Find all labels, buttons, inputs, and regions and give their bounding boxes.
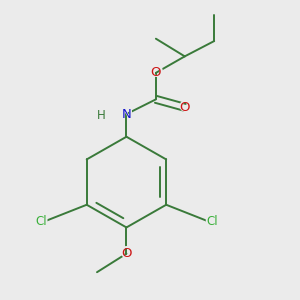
Text: Cl: Cl [206, 215, 218, 228]
Text: Cl: Cl [33, 214, 49, 229]
Text: N: N [120, 106, 133, 122]
Text: O: O [151, 66, 161, 80]
Text: Cl: Cl [35, 215, 47, 228]
Text: O: O [120, 246, 133, 261]
Text: O: O [149, 65, 163, 80]
Text: Cl: Cl [204, 214, 220, 229]
Text: O: O [178, 100, 191, 115]
Text: O: O [179, 101, 190, 114]
Text: H: H [97, 109, 105, 122]
Text: H: H [93, 108, 105, 123]
Text: O: O [121, 247, 132, 260]
Text: N: N [122, 108, 131, 121]
